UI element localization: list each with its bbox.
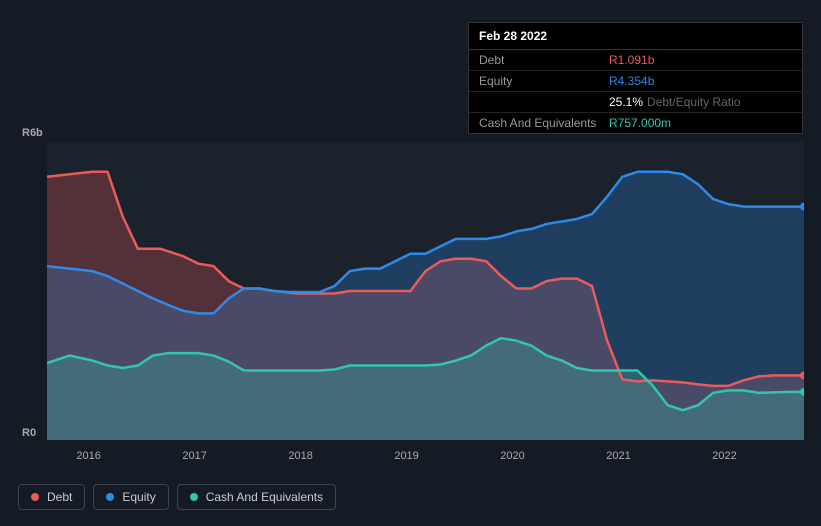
legend-dot (31, 493, 39, 501)
tooltip-row-value: R1.091b (609, 53, 654, 67)
tooltip-row-value: 25.1% (609, 95, 643, 109)
tooltip-row: DebtR1.091b (469, 50, 802, 71)
tooltip-row-value: R757.000m (609, 116, 671, 130)
tooltip-date: Feb 28 2022 (469, 23, 802, 50)
chart-plot-area[interactable] (47, 142, 804, 440)
legend-dot (190, 493, 198, 501)
legend-label: Cash And Equivalents (206, 490, 323, 504)
x-tick: 2020 (500, 450, 524, 462)
tooltip-row-value: R4.354b (609, 74, 654, 88)
legend: Debt Equity Cash And Equivalents (18, 484, 336, 510)
x-tick: 2019 (394, 450, 418, 462)
legend-item-equity[interactable]: Equity (93, 484, 168, 510)
y-axis-bottom: R0 (22, 427, 36, 439)
tooltip-row-label: Debt (479, 53, 609, 67)
y-axis-top: R6b (22, 127, 43, 139)
chart-tooltip: Feb 28 2022 DebtR1.091bEquityR4.354b25.1… (468, 22, 803, 134)
tooltip-row-label: Equity (479, 74, 609, 88)
legend-dot (106, 493, 114, 501)
chart-svg (47, 142, 804, 440)
x-tick: 2017 (182, 450, 206, 462)
x-tick: 2018 (288, 450, 312, 462)
tooltip-row-sub: Debt/Equity Ratio (647, 95, 740, 109)
tooltip-row-label: Cash And Equivalents (479, 116, 609, 130)
tooltip-row: EquityR4.354b (469, 71, 802, 92)
x-tick: 2021 (606, 450, 630, 462)
legend-label: Debt (47, 490, 72, 504)
x-tick: 2022 (712, 450, 736, 462)
legend-label: Equity (122, 490, 155, 504)
tooltip-row: Cash And EquivalentsR757.000m (469, 113, 802, 133)
tooltip-row: 25.1% Debt/Equity Ratio (469, 92, 802, 113)
tooltip-row-label (479, 95, 609, 109)
legend-item-debt[interactable]: Debt (18, 484, 85, 510)
x-tick: 2016 (76, 450, 100, 462)
legend-item-cash-and-equivalents[interactable]: Cash And Equivalents (177, 484, 336, 510)
